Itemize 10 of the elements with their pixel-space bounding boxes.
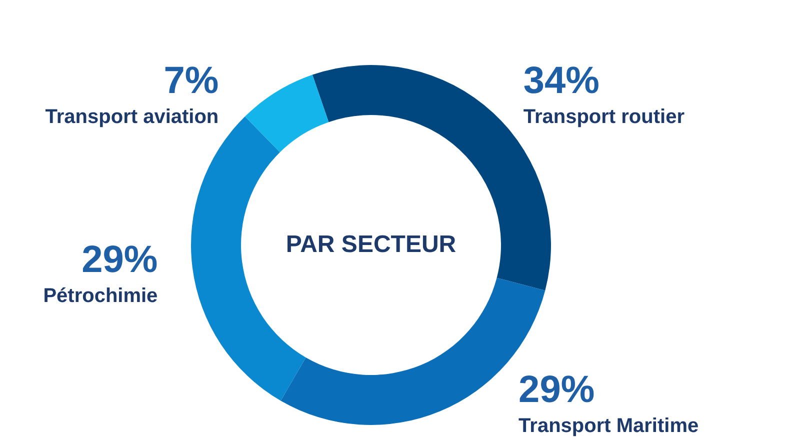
- data-label: 34%: [523, 60, 600, 102]
- slice-label: Pétrochimie: [43, 284, 158, 307]
- data-label: 7%: [164, 60, 219, 102]
- data-label: 29%: [82, 238, 158, 281]
- slice-label: Transport Maritime: [518, 415, 699, 437]
- slice-label: Transport routier: [523, 106, 685, 128]
- slice-label: Transport aviation: [45, 106, 219, 128]
- donut-slice: [244, 74, 329, 152]
- text: PAR SECTEUR: [286, 231, 456, 258]
- data-label: 29%: [518, 369, 595, 411]
